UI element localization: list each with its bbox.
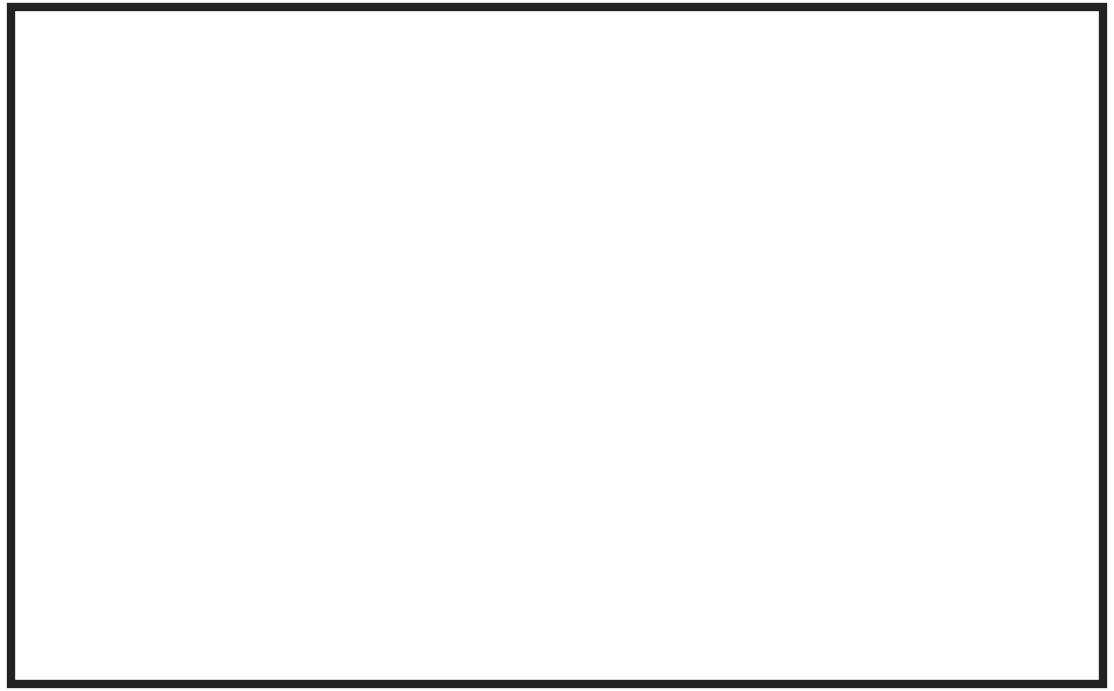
- Text: EURt: EURt: [72, 464, 130, 484]
- Text: N/A: N/A: [512, 410, 548, 430]
- Bar: [59, 230, 253, 285]
- Bar: [253, 447, 498, 501]
- Bar: [253, 555, 498, 609]
- Bar: [743, 447, 988, 501]
- Text: 10,000€: 10,000€: [512, 193, 607, 214]
- Text: 0.00%: 0.00%: [266, 518, 333, 538]
- Text: EURA: EURA: [72, 626, 136, 646]
- Bar: [59, 555, 253, 609]
- Bar: [498, 230, 743, 285]
- Text: 0.00%: 0.00%: [512, 626, 578, 646]
- Bar: [253, 339, 498, 392]
- Text: EURC: EURC: [72, 247, 135, 267]
- Bar: [743, 392, 988, 447]
- Bar: [743, 339, 988, 392]
- Text: AEUR: AEUR: [72, 301, 136, 321]
- Bar: [59, 339, 253, 392]
- Text: N/A: N/A: [758, 464, 794, 484]
- Bar: [743, 609, 988, 663]
- Text: 0.00%: 0.00%: [266, 247, 333, 267]
- Text: 0.00%: 0.00%: [512, 247, 578, 267]
- Text: EURe: EURe: [72, 518, 135, 538]
- Bar: [253, 609, 498, 663]
- Bar: [253, 501, 498, 555]
- Text: 0.00%: 0.00%: [266, 626, 333, 646]
- Bar: [253, 392, 498, 447]
- Bar: [498, 285, 743, 339]
- Bar: [59, 501, 253, 555]
- Text: 100,000€: 100,000€: [758, 193, 867, 214]
- Text: N/A: N/A: [266, 410, 303, 430]
- Bar: [743, 285, 988, 339]
- Text: 0.00%: 0.00%: [266, 572, 333, 592]
- Text: N/A: N/A: [758, 410, 794, 430]
- Text: 0.26%: 0.26%: [266, 464, 333, 484]
- Bar: [743, 230, 988, 285]
- Bar: [59, 392, 253, 447]
- Text: 1.32%: 1.32%: [512, 518, 578, 538]
- Text: EURS: EURS: [72, 572, 135, 592]
- Bar: [743, 555, 988, 609]
- Text: N/A: N/A: [266, 301, 303, 321]
- Bar: [253, 176, 498, 230]
- Text: 1.44%: 1.44%: [758, 247, 823, 267]
- Bar: [498, 609, 743, 663]
- Text: Onchain price impact for euro stablecoins on ETH: Onchain price impact for euro stablecoin…: [70, 62, 919, 91]
- Text: 0.00%: 0.00%: [758, 626, 823, 646]
- Bar: [743, 176, 988, 230]
- Bar: [498, 339, 743, 392]
- Bar: [743, 501, 988, 555]
- Text: N/A: N/A: [758, 301, 794, 321]
- Bar: [498, 176, 743, 230]
- Text: EURCV: EURCV: [72, 356, 152, 376]
- Bar: [498, 447, 743, 501]
- Bar: [498, 392, 743, 447]
- Bar: [59, 176, 1028, 663]
- Bar: [498, 555, 743, 609]
- Bar: [59, 176, 253, 230]
- Bar: [498, 501, 743, 555]
- Bar: [59, 285, 253, 339]
- Text: N/A: N/A: [266, 356, 303, 376]
- Text: N/A: N/A: [512, 356, 548, 376]
- Text: 0.30%: 0.30%: [512, 572, 578, 592]
- Text: N/A: N/A: [512, 301, 548, 321]
- Bar: [253, 230, 498, 285]
- Text: 1.90%: 1.90%: [758, 572, 823, 592]
- Text: N/A: N/A: [758, 356, 794, 376]
- Bar: [59, 447, 253, 501]
- Text: 1.52%: 1.52%: [512, 464, 578, 484]
- Bar: [253, 285, 498, 339]
- Bar: [59, 609, 253, 663]
- Text: EURI: EURI: [72, 410, 128, 430]
- Text: N/A: N/A: [758, 518, 794, 538]
- Text: 1,000€: 1,000€: [266, 193, 348, 214]
